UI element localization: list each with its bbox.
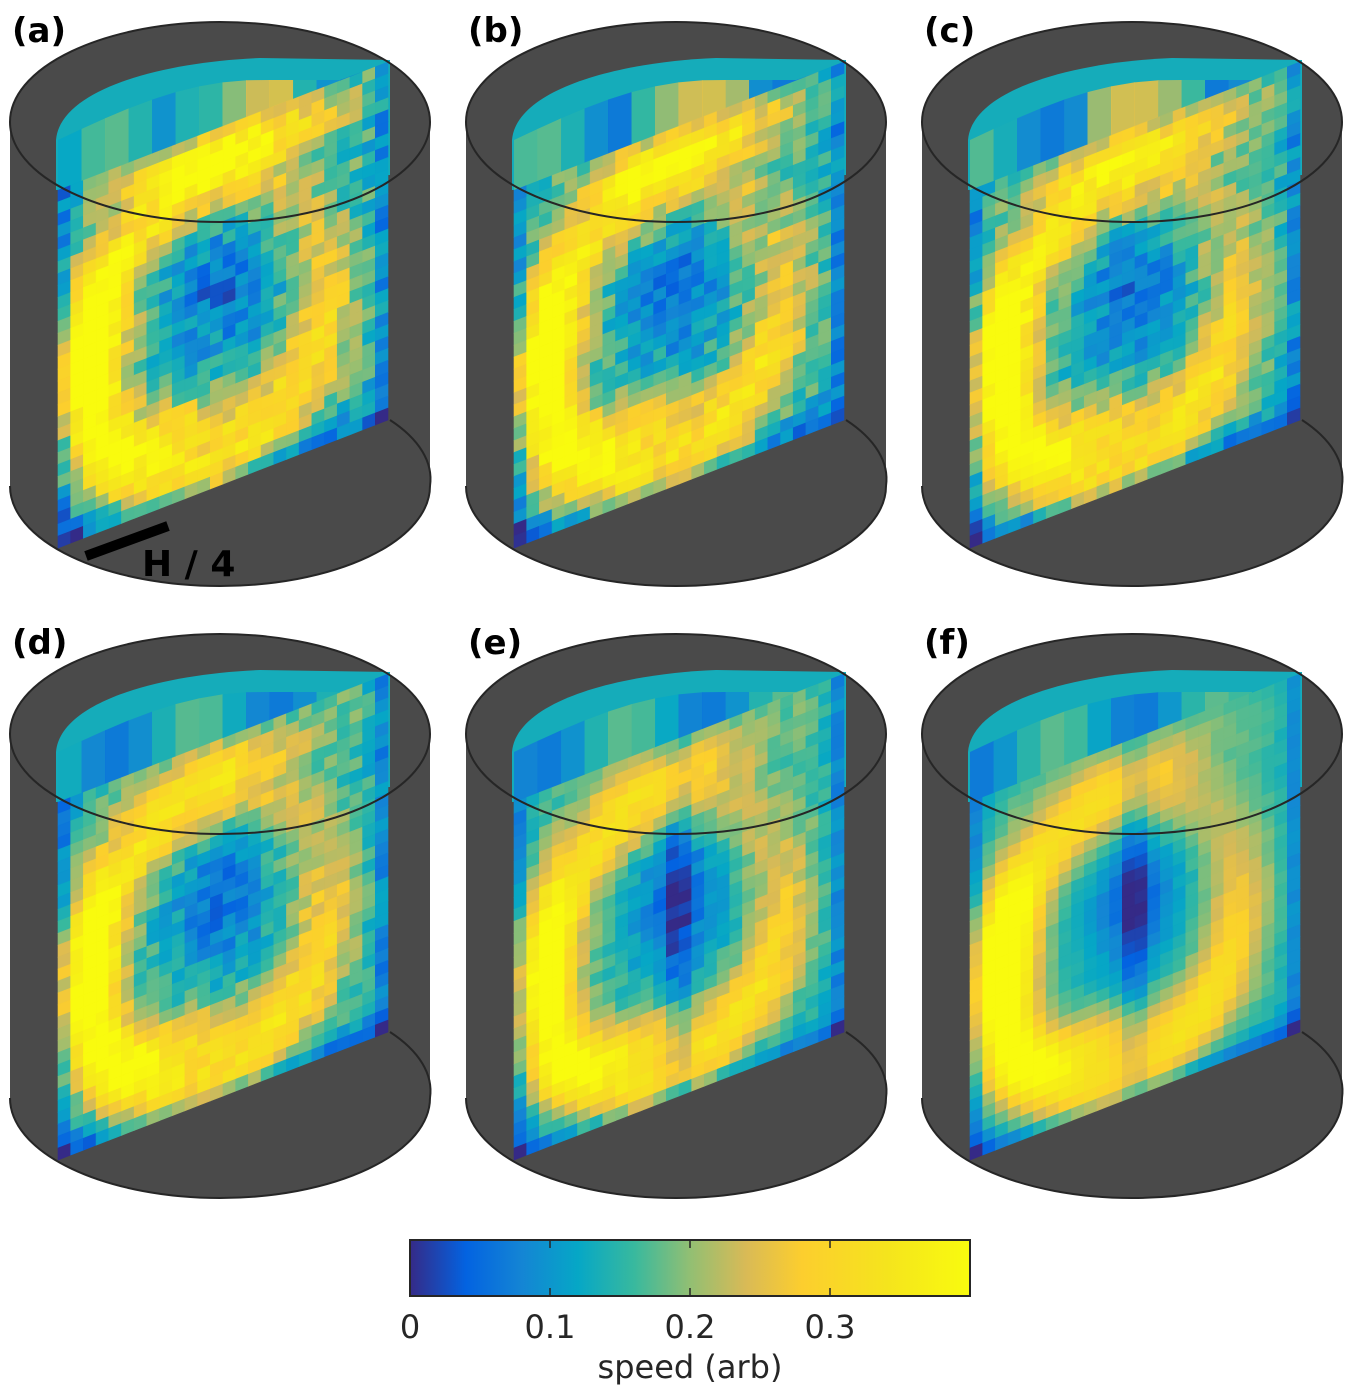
speed-slice (969, 61, 1301, 549)
cylinder-bottom-outline (921, 485, 1343, 587)
speed-slice (57, 61, 389, 549)
colorbar-ticks: 0 0.1 0.2 0.3 (400, 1240, 856, 1346)
cylinder-bottom-outline (921, 1097, 1343, 1199)
speed-slice (513, 61, 845, 549)
curtain-band (970, 62, 1300, 190)
cylinder-top-outline (465, 633, 887, 835)
panel-label: (d) (12, 623, 67, 663)
colorbar-label: speed (arb) (598, 1348, 783, 1386)
panel-d: (d) (9, 623, 432, 1199)
colorbar-tick-label: 0.3 (805, 1308, 856, 1346)
speed-slice (513, 673, 845, 1161)
speed-slice (969, 673, 1301, 1161)
colorbar-tick-label: 0 (400, 1308, 420, 1346)
curtain-band (970, 674, 1300, 802)
panel-f: (f) (921, 623, 1344, 1199)
cylinder-bottom-outline (465, 1097, 887, 1199)
panel-e: (e) (465, 623, 888, 1199)
panel-label: (b) (468, 11, 523, 51)
colorbar: 0 0.1 0.2 0.3 speed (arb) (400, 1239, 971, 1386)
colorbar-tick-label: 0.1 (525, 1308, 576, 1346)
cylinder-bottom-outline (9, 485, 431, 587)
cylinder-bottom-outline (9, 1097, 431, 1199)
panel-b: (b) (465, 11, 888, 587)
scale-bar (84, 521, 170, 561)
panel-c: (c) (921, 11, 1344, 587)
panel-label: (c) (924, 11, 975, 51)
cylinder-bottom-outline (465, 485, 887, 587)
panel-label: (f) (924, 623, 970, 663)
cylinder-top-outline (465, 21, 887, 223)
panels: (a) H / 4 (b) (c) (d) (e) (f) (9, 11, 1344, 1199)
scale-bar-label: H / 4 (142, 544, 235, 585)
speed-slice (57, 673, 389, 1161)
colorbar-gradient (409, 1239, 971, 1297)
cylinder-top-outline (921, 633, 1343, 835)
cylinder-top-outline (921, 21, 1343, 223)
panel-a: (a) H / 4 (9, 11, 432, 587)
cylinder-top-outline (9, 21, 431, 223)
curtain-band (58, 62, 388, 190)
curtain-band (514, 674, 844, 802)
colorbar-tick-label: 0.2 (665, 1308, 716, 1346)
cylinder-top-outline (9, 633, 431, 835)
curtain-band (514, 62, 844, 190)
panel-label: (e) (468, 623, 522, 663)
curtain-band (58, 674, 388, 802)
panel-label: (a) (12, 11, 66, 51)
